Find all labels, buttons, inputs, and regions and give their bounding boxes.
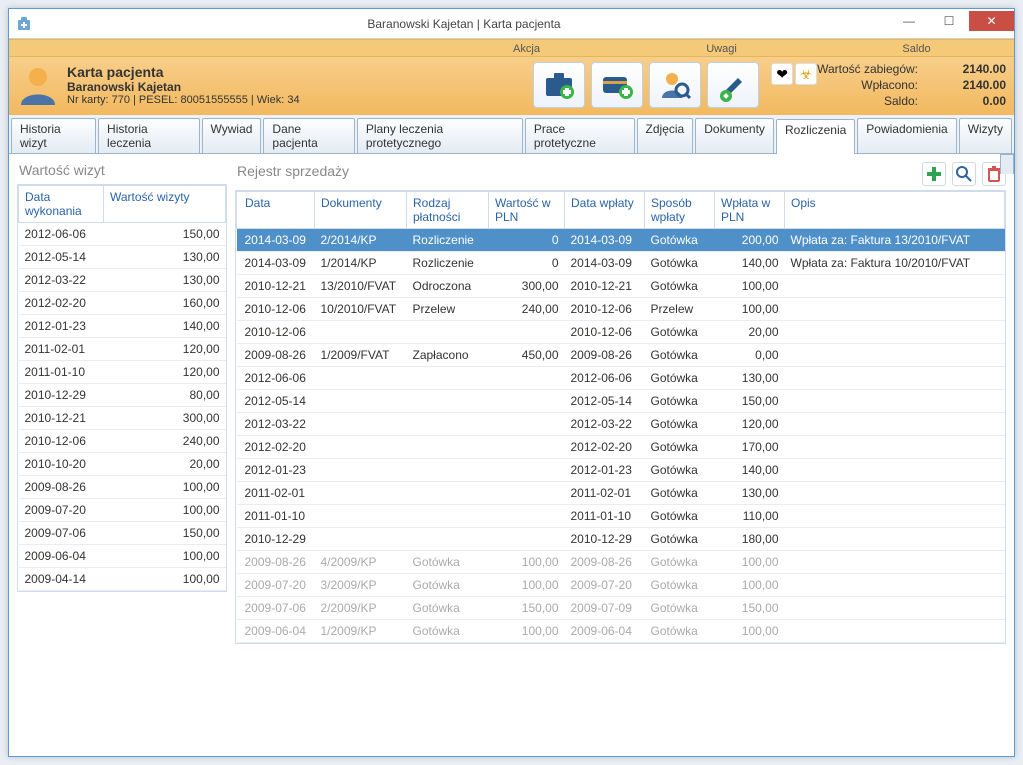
table-row[interactable]: 2009-08-261/2009/FVATZapłacono450,002009… bbox=[237, 344, 1005, 367]
zabiegi-label: Wartość zabiegów: bbox=[817, 61, 918, 77]
status-icons: ❤ ☣ bbox=[771, 63, 817, 85]
sales-col-header[interactable]: Wartość w PLN bbox=[489, 192, 565, 229]
patient-name: Baranowski Kajetan bbox=[67, 80, 521, 94]
wplacono-value: 2140.00 bbox=[936, 77, 1006, 93]
sales-col-header[interactable]: Data bbox=[237, 192, 315, 229]
table-row[interactable]: 2010-12-062010-12-06Gotówka20,00 bbox=[237, 321, 1005, 344]
tab-historia-wizyt[interactable]: Historia wizyt bbox=[11, 118, 96, 153]
table-row[interactable]: 2014-03-092/2014/KPRozliczenie02014-03-0… bbox=[237, 229, 1005, 252]
balance-block: Wartość zabiegów: 2140.00 Wpłacono: 2140.0… bbox=[817, 61, 1006, 109]
visit-values-title: Wartość wizyt bbox=[17, 162, 227, 178]
table-row[interactable]: 2010-12-292010-12-29Gotówka180,00 bbox=[237, 528, 1005, 551]
sales-col-header[interactable]: Sposób wpłaty bbox=[645, 192, 715, 229]
visit-col-header[interactable]: Data wykonania bbox=[19, 186, 104, 223]
table-row[interactable]: 2014-03-091/2014/KPRozliczenie02014-03-0… bbox=[237, 252, 1005, 275]
tab-rozliczenia[interactable]: Rozliczenia bbox=[776, 119, 855, 154]
edit-button[interactable] bbox=[707, 62, 759, 108]
table-row[interactable]: 2010-12-2113/2010/FVATOdroczona300,00201… bbox=[237, 275, 1005, 298]
section-labels: Akcja Uwagi Saldo bbox=[9, 39, 1014, 57]
table-row[interactable]: 2012-01-23140,00 bbox=[19, 315, 226, 338]
tab-zdjęcia[interactable]: Zdjęcia bbox=[637, 118, 694, 153]
table-row[interactable]: 2009-04-14100,00 bbox=[19, 568, 226, 591]
action-toolbar bbox=[533, 62, 759, 108]
table-row[interactable]: 2012-02-202012-02-20Gotówka170,00 bbox=[237, 436, 1005, 459]
new-payment-button[interactable] bbox=[591, 62, 643, 108]
table-row[interactable]: 2009-07-06150,00 bbox=[19, 522, 226, 545]
table-row[interactable]: 2011-01-102011-01-10Gotówka110,00 bbox=[237, 505, 1005, 528]
sales-register-panel: Rejestr sprzedaży DataDokumentyRodzaj pł… bbox=[235, 162, 1006, 748]
close-button[interactable]: ✕ bbox=[969, 11, 1014, 31]
table-row[interactable]: 2009-08-26100,00 bbox=[19, 476, 226, 499]
titlebar: Baranowski Kajetan | Karta pacjenta — ☐ … bbox=[9, 9, 1014, 39]
add-button[interactable] bbox=[922, 162, 946, 186]
app-window: Baranowski Kajetan | Karta pacjenta — ☐ … bbox=[8, 8, 1015, 757]
saldo-value: 0.00 bbox=[936, 93, 1006, 109]
table-row[interactable]: 2012-02-20160,00 bbox=[19, 292, 226, 315]
table-row[interactable]: 2009-08-264/2009/KPGotówka100,002009-08-… bbox=[237, 551, 1005, 574]
sales-col-header[interactable]: Rodzaj płatności bbox=[407, 192, 489, 229]
tab-historia-leczenia[interactable]: Historia leczenia bbox=[98, 118, 199, 153]
tab-plany-leczenia-protetycznego[interactable]: Plany leczenia protetycznego bbox=[357, 118, 523, 153]
avatar-icon bbox=[17, 63, 59, 108]
window-title: Baranowski Kajetan | Karta pacjenta bbox=[39, 17, 889, 31]
table-row[interactable]: 2012-03-222012-03-22Gotówka120,00 bbox=[237, 413, 1005, 436]
zabiegi-value: 2140.00 bbox=[936, 61, 1006, 77]
section-akcja: Akcja bbox=[429, 40, 624, 56]
table-row[interactable]: 2010-12-21300,00 bbox=[19, 407, 226, 430]
table-row[interactable]: 2009-07-062/2009/KPGotówka150,002009-07-… bbox=[237, 597, 1005, 620]
app-icon bbox=[9, 16, 39, 32]
tab-powiadomienia[interactable]: Powiadomienia bbox=[857, 118, 956, 153]
sales-col-header[interactable]: Wpłata w PLN bbox=[715, 192, 785, 229]
tab-prace-protetyczne[interactable]: Prace protetyczne bbox=[525, 118, 635, 153]
table-row[interactable]: 2011-02-012011-02-01Gotówka130,00 bbox=[237, 482, 1005, 505]
section-saldo: Saldo bbox=[819, 40, 1014, 56]
patient-details: Nr karty: 770 | PESEL: 80051555555 | Wie… bbox=[67, 94, 521, 106]
maximize-button[interactable]: ☐ bbox=[929, 11, 969, 31]
table-row[interactable]: 2012-03-22130,00 bbox=[19, 269, 226, 292]
sales-register-table: DataDokumentyRodzaj płatnościWartość w P… bbox=[236, 191, 1005, 643]
tab-bar: Historia wizytHistoria leczeniaWywiadDan… bbox=[9, 115, 1014, 154]
section-uwagi: Uwagi bbox=[624, 40, 819, 56]
patient-header: Karta pacjenta Baranowski Kajetan Nr kar… bbox=[9, 57, 1014, 115]
tab-dane-pacjenta[interactable]: Dane pacjenta bbox=[263, 118, 354, 153]
tab-wywiad[interactable]: Wywiad bbox=[202, 118, 262, 153]
sales-col-header[interactable]: Data wpłaty bbox=[565, 192, 645, 229]
saldo-label: Saldo: bbox=[884, 93, 918, 109]
card-label: Karta pacjenta bbox=[67, 64, 521, 80]
table-row[interactable]: 2011-01-10120,00 bbox=[19, 361, 226, 384]
table-row[interactable]: 2012-06-06150,00 bbox=[19, 223, 226, 246]
tab-wizyty[interactable]: Wizyty bbox=[959, 118, 1012, 153]
tab-overflow-button[interactable] bbox=[1000, 154, 1014, 174]
new-case-button[interactable] bbox=[533, 62, 585, 108]
table-row[interactable]: 2012-06-062012-06-06Gotówka130,00 bbox=[237, 367, 1005, 390]
table-row[interactable]: 2010-12-2980,00 bbox=[19, 384, 226, 407]
heart-icon[interactable]: ❤ bbox=[771, 63, 793, 85]
table-row[interactable]: 2012-05-142012-05-14Gotówka150,00 bbox=[237, 390, 1005, 413]
tab-dokumenty[interactable]: Dokumenty bbox=[695, 118, 774, 153]
table-row[interactable]: 2012-05-14130,00 bbox=[19, 246, 226, 269]
visit-values-panel: Wartość wizyt Data wykonaniaWartość wizy… bbox=[17, 162, 227, 748]
sales-register-title: Rejestr sprzedaży bbox=[235, 163, 349, 179]
table-row[interactable]: 2010-12-0610/2010/FVATPrzelew240,002010-… bbox=[237, 298, 1005, 321]
visit-values-table: Data wykonaniaWartość wizyty 2012-06-061… bbox=[18, 185, 226, 591]
biohazard-icon[interactable]: ☣ bbox=[795, 63, 817, 85]
table-row[interactable]: 2012-01-232012-01-23Gotówka140,00 bbox=[237, 459, 1005, 482]
table-row[interactable]: 2009-06-04100,00 bbox=[19, 545, 226, 568]
table-row[interactable]: 2010-10-2020,00 bbox=[19, 453, 226, 476]
find-patient-button[interactable] bbox=[649, 62, 701, 108]
table-row[interactable]: 2009-07-20100,00 bbox=[19, 499, 226, 522]
wplacono-label: Wpłacono: bbox=[861, 77, 918, 93]
search-button[interactable] bbox=[952, 162, 976, 186]
table-row[interactable]: 2009-07-203/2009/KPGotówka100,002009-07-… bbox=[237, 574, 1005, 597]
table-row[interactable]: 2011-02-01120,00 bbox=[19, 338, 226, 361]
table-row[interactable]: 2009-06-041/2009/KPGotówka100,002009-06-… bbox=[237, 620, 1005, 643]
minimize-button[interactable]: — bbox=[889, 11, 929, 31]
sales-col-header[interactable]: Dokumenty bbox=[315, 192, 407, 229]
sales-col-header[interactable]: Opis bbox=[785, 192, 1005, 229]
table-row[interactable]: 2010-12-06240,00 bbox=[19, 430, 226, 453]
visit-col-header[interactable]: Wartość wizyty bbox=[104, 186, 226, 223]
